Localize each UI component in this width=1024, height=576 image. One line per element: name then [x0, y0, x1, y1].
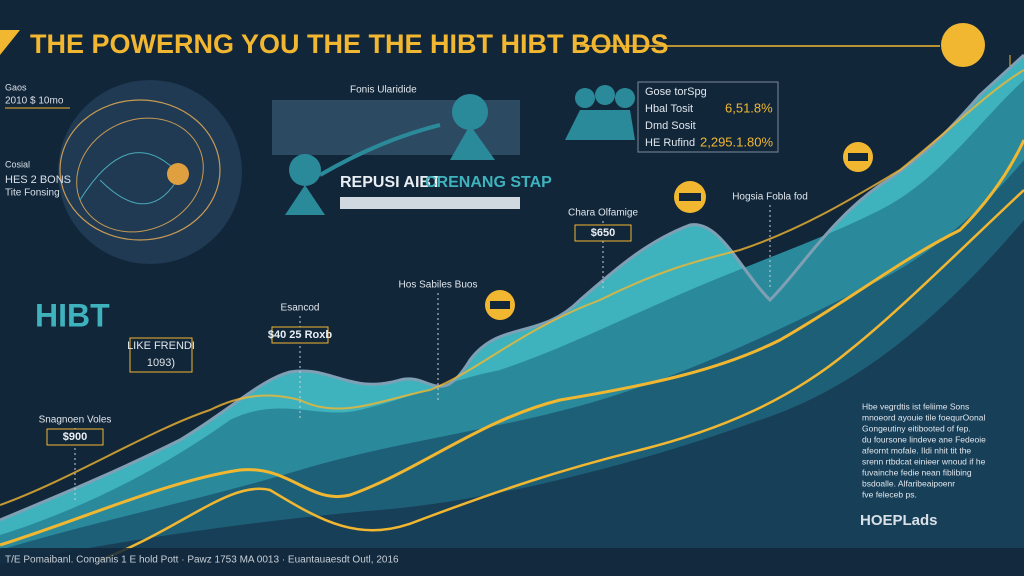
logo-box: [129, 337, 193, 373]
stats-label: Gose torSpg: [645, 86, 707, 98]
note-line: bsdoalle. Alfaribeaipoenr: [862, 478, 955, 488]
stats-value: 6,51.8%: [725, 100, 773, 115]
trend-line: [99, 189, 1024, 562]
side-label: Gaos: [5, 82, 27, 92]
figure-icon: [450, 125, 495, 160]
callout-label: Chara Olfamige: [568, 208, 638, 219]
callout-box: [574, 224, 632, 242]
callout-value: $40 25 Roxb: [268, 329, 332, 341]
callout-value: $650: [591, 227, 615, 239]
orbit: [59, 99, 221, 241]
note-line: Gongeutiny eitibooted of fep.: [862, 423, 971, 433]
planet: [167, 163, 189, 185]
banner-strip: [340, 197, 520, 209]
marker: [485, 290, 515, 320]
side-label: Tite Fonsing: [5, 188, 60, 199]
callout-value: $900: [63, 431, 87, 443]
sun-icon: [941, 23, 985, 67]
people-icon: [565, 85, 635, 140]
trend-line: [0, 139, 1024, 547]
logo-box-text: 1093): [147, 357, 175, 369]
marker: [674, 181, 706, 213]
figure-icon: [285, 185, 325, 215]
area-base: [0, 220, 1024, 576]
callout-label: Snagnoen Voles: [39, 415, 112, 426]
figure-icon: [452, 94, 488, 130]
marker: [843, 142, 873, 172]
note-line: fuvainche fedie nean fiblibing: [862, 467, 972, 477]
brand: HOEPLads: [860, 512, 938, 529]
stats-label: Hbal Tosit: [645, 103, 693, 115]
note-line: mnoeord ayouie tile foequrOonal: [862, 412, 985, 422]
stats-label: Dmd Sosit: [645, 120, 696, 132]
side-label: Cosial: [5, 159, 30, 169]
banner-heading: Fonis Ularidide: [350, 85, 417, 96]
note-line: srenn rtbdcat einieer wnoud if he: [862, 456, 986, 466]
figure-icon: [318, 123, 441, 177]
title: THE POWERNG YOU THE THE HIBT HIBT BONDS: [30, 29, 669, 59]
side-label: 2010 $ 10mo: [5, 96, 64, 107]
footer: T/E Pomaibanl. Conganis 1 E hold Pott · …: [5, 555, 399, 566]
ridge-line: [0, 53, 1024, 522]
globe-disc: [58, 80, 242, 264]
logo: HIBT: [35, 297, 110, 333]
callout-label: Hos Sabiles Buos: [399, 280, 478, 291]
note-line: du foursone lindeve ane Fedeoie: [862, 434, 986, 444]
note-line: Hbe vegrdtis ist feliime Sons: [862, 401, 969, 411]
side-label: HES 2 BONS: [5, 174, 71, 186]
orbit: [76, 117, 204, 233]
note-line: fve feleceb ps.: [862, 489, 917, 499]
callout-label: Esancod: [281, 303, 320, 314]
figure-icon: [289, 154, 321, 186]
callout-label: Hogsia Fobla fod: [732, 192, 808, 203]
note-line: afeornt mofale. Ildi nhit tit the: [862, 445, 971, 455]
title-accent: [0, 30, 20, 55]
stats-label: HE Rufind: [645, 137, 695, 149]
footer-band: [0, 548, 1024, 576]
stats-box: [637, 81, 779, 153]
callout-box: [271, 326, 329, 344]
banner-title: REPUSI AIBT: [340, 174, 441, 191]
trend-line: [0, 69, 1024, 506]
stats-value: 2,295.1.80%: [700, 134, 773, 149]
banner-subtitle: CRENANG STAP: [425, 174, 552, 191]
callout-box: [46, 428, 104, 446]
logo-box-text: LIKE FRENDI: [127, 340, 195, 352]
